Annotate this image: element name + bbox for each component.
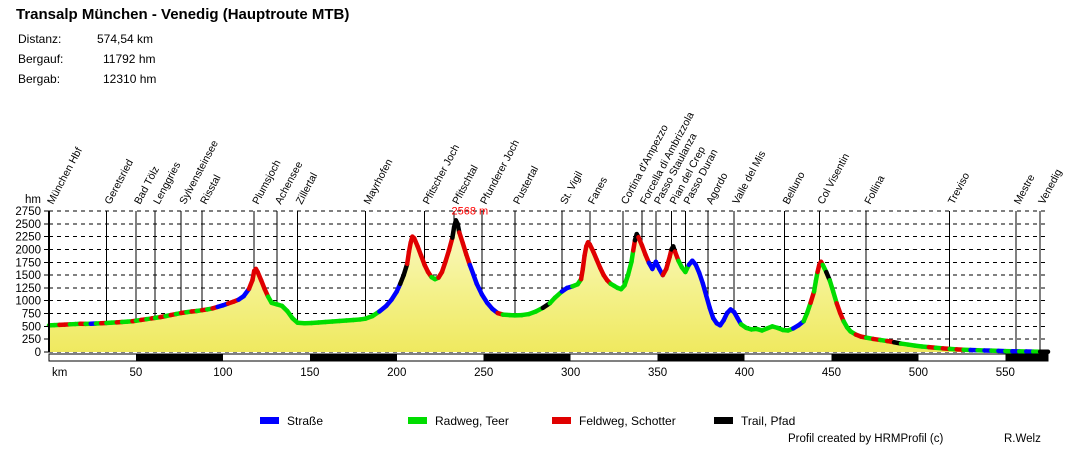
poi-label: Col Visentin xyxy=(815,151,852,206)
poi-label: Geretsried xyxy=(102,157,136,206)
y-tick-label: 500 xyxy=(22,321,41,333)
legend-label: Straße xyxy=(287,414,323,428)
legend-swatch xyxy=(714,417,733,424)
x-tick-label: 400 xyxy=(735,367,754,379)
distance-value: 574,54 km xyxy=(97,32,154,46)
poi-label: Follina xyxy=(862,173,887,206)
legend-swatch xyxy=(260,417,279,424)
y-tick-label: 1250 xyxy=(15,283,41,295)
x-tick-label: 350 xyxy=(648,367,667,379)
chart-legend: Straße Radweg, Teer Feldweg, Schotter Trail… xyxy=(260,414,795,428)
track-segment xyxy=(625,259,634,278)
peak-annotation-layer: 2568 m xyxy=(452,205,489,217)
legend-label: Trail, Pfad xyxy=(741,414,795,428)
credit-layer: Profil created by HRMProfil (c) R.Welz xyxy=(788,433,1041,445)
poi-label: München Hbf xyxy=(45,146,85,207)
poi-label: Pfitschtal xyxy=(450,163,481,206)
page-title: Transalp München - Venedig (Hauptroute M… xyxy=(16,6,350,23)
x-tick-label: 500 xyxy=(909,367,928,379)
poi-label: Valle del Mis xyxy=(730,149,768,207)
y-tick-label: 1750 xyxy=(15,257,41,269)
x-tick-label: 550 xyxy=(996,367,1015,379)
poi-label: Belluno xyxy=(781,170,808,207)
y-tick-label: 2000 xyxy=(15,244,41,256)
x-tick-label: 450 xyxy=(822,367,841,379)
poi-label: Venedig xyxy=(1036,167,1064,206)
axis-layer: 0250500750100012501500175020002250250027… xyxy=(15,194,1049,379)
credit-text: Profil created by HRMProfil (c) xyxy=(788,433,943,445)
descent-value: 12310 hm xyxy=(103,72,157,86)
poi-label: Fanes xyxy=(586,175,610,206)
ascent-label: Bergauf: xyxy=(18,52,64,66)
poi-label: St. Vigil xyxy=(558,169,585,206)
y-tick-label: 2250 xyxy=(15,232,41,244)
x-tick-label: 250 xyxy=(474,367,493,379)
grid-layer xyxy=(49,210,1048,353)
elevation-area xyxy=(49,220,1048,352)
poi-label: Sylvensteinsee xyxy=(177,138,221,206)
peak-elevation-annotation: 2568 m xyxy=(452,205,489,217)
legend-label: Feldweg, Schotter xyxy=(579,414,676,428)
poi-label: Mestre xyxy=(1012,172,1038,206)
legend-swatch xyxy=(408,417,427,424)
y-tick-label: 0 xyxy=(35,347,41,359)
y-tick-label: 1500 xyxy=(15,270,41,282)
descent-label: Bergab: xyxy=(18,72,61,86)
legend-label: Radweg, Teer xyxy=(435,414,509,428)
y-tick-label: 1000 xyxy=(15,296,41,308)
distance-label: Distanz: xyxy=(18,32,62,46)
x-tick-label: 100 xyxy=(213,367,232,379)
y-tick-label: 2750 xyxy=(15,206,41,218)
elevation-area-fill xyxy=(49,220,1048,352)
ascent-value: 11792 hm xyxy=(103,52,156,66)
legend-swatch xyxy=(552,417,571,424)
x-tick-label: 200 xyxy=(387,367,406,379)
x-tick-label: 300 xyxy=(561,367,580,379)
x-axis-unit-label: km xyxy=(52,367,67,379)
poi-label: Pustertal xyxy=(511,164,541,206)
poi-label: Treviso xyxy=(946,171,973,207)
x-tick-label: 50 xyxy=(130,367,143,379)
y-tick-label: 250 xyxy=(22,334,41,346)
author-text: R.Welz xyxy=(1004,433,1041,445)
x-tick-label: 150 xyxy=(300,367,319,379)
poi-label: Mayrhofen xyxy=(362,157,396,207)
surface-colored-track xyxy=(46,218,1051,354)
y-tick-label: 750 xyxy=(22,309,41,321)
y-axis-unit-label: hm xyxy=(25,194,41,206)
y-tick-label: 2500 xyxy=(15,219,41,231)
